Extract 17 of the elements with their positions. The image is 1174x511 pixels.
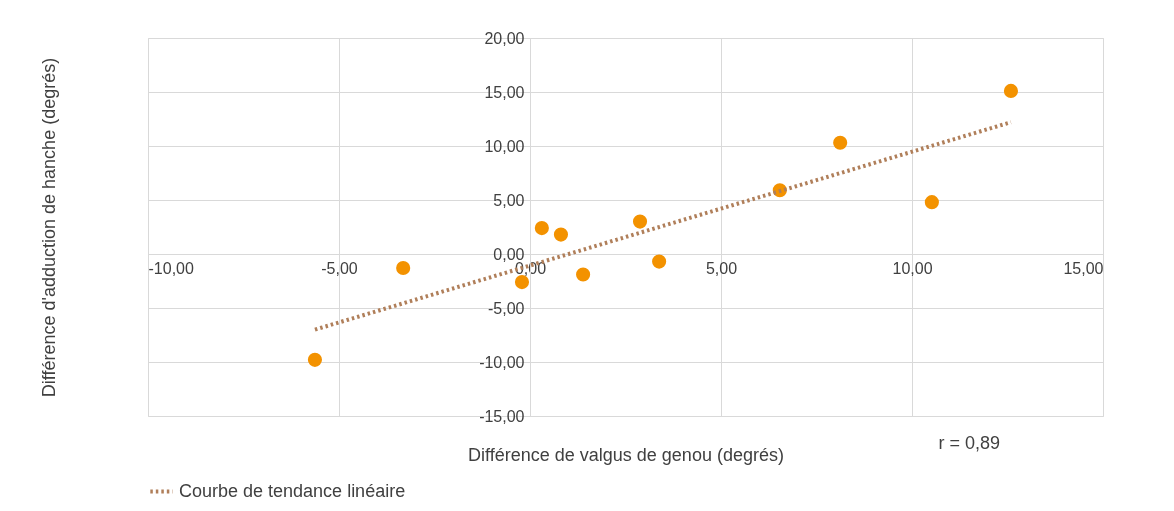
y-tick-label: 10,00 xyxy=(484,137,525,155)
x-tick-label: 15,00 xyxy=(1063,259,1104,277)
y-tick-label: 20,00 xyxy=(484,29,525,47)
x-axis-title: Différence de valgus de genou (degrés) xyxy=(468,444,784,465)
x-tick-label: -10,00 xyxy=(148,259,194,277)
y-tick-label: -15,00 xyxy=(479,407,525,425)
y-tick-label: 0,00 xyxy=(493,245,525,263)
x-tick-label: 10,00 xyxy=(892,259,933,277)
y-axis-title: Différence d'adduction de hanche (degrés) xyxy=(38,57,59,398)
legend-label: Courbe de tendance linéaire xyxy=(179,480,406,501)
y-tick-label: 5,00 xyxy=(493,191,525,209)
y-tick-label: -10,00 xyxy=(479,353,525,371)
text: r = 0,89 xyxy=(938,433,1001,453)
x-tick-label: -5,00 xyxy=(321,259,358,277)
y-tick-label: 15,00 xyxy=(484,83,525,101)
x-tick-label: 5,00 xyxy=(705,259,738,277)
y-tick-label: -5,00 xyxy=(488,299,525,317)
